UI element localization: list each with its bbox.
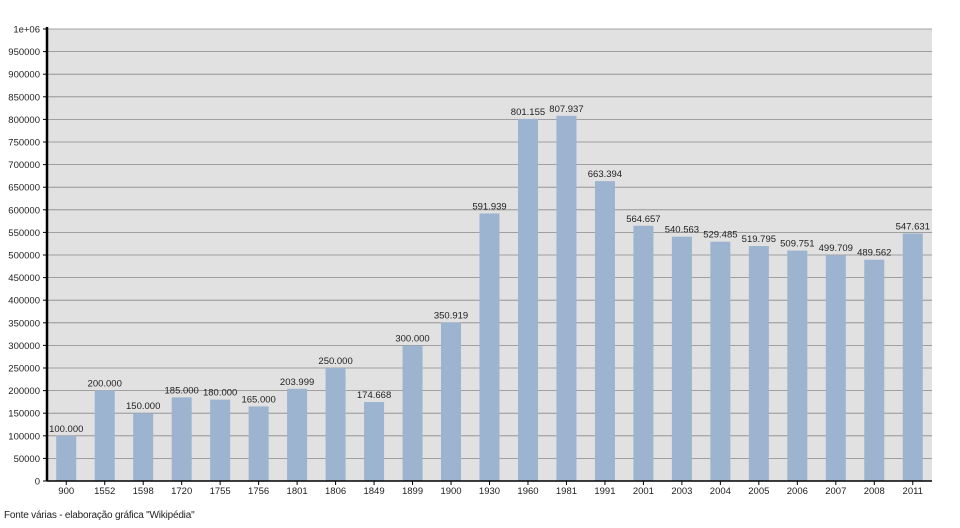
bar	[825, 255, 846, 481]
x-tick-label: 2003	[671, 486, 692, 497]
bar	[594, 181, 615, 481]
bar	[710, 241, 731, 481]
y-axis-ticks: 0 50000 100000 150000 200000 250000 300000 3500…	[8, 25, 47, 488]
x-tick-label: 1849	[363, 486, 384, 497]
bar	[94, 390, 115, 481]
y-tick-label: 150000	[8, 409, 40, 420]
x-tick-label: 2005	[748, 486, 769, 497]
data-label: 350.919	[434, 310, 468, 321]
data-label: 807.937	[549, 104, 583, 115]
x-tick-label: 1801	[287, 486, 308, 497]
data-label: 165.000	[241, 394, 275, 405]
y-tick-label: 900000	[8, 70, 40, 81]
y-tick-label: 100000	[8, 431, 40, 442]
data-label: 663.394	[588, 169, 622, 180]
y-tick-label: 600000	[8, 205, 40, 216]
bars	[56, 115, 923, 482]
x-tick-label: 1899	[402, 486, 423, 497]
x-tick-label: 1756	[248, 486, 269, 497]
x-tick-label: 2001	[633, 486, 654, 497]
bar	[248, 406, 269, 481]
x-tick-label: 1720	[171, 486, 192, 497]
x-tick-label: 2007	[825, 486, 846, 497]
bar	[133, 413, 154, 481]
y-tick-label: 850000	[8, 92, 40, 103]
bar	[325, 368, 346, 481]
y-tick-label: 950000	[8, 47, 40, 58]
x-tick-label: 1930	[479, 486, 500, 497]
data-label: 203.999	[280, 377, 314, 388]
y-tick-label: 800000	[8, 115, 40, 126]
data-label: 499.709	[819, 243, 853, 254]
axes	[45, 27, 932, 482]
x-tick-label: 900	[58, 486, 74, 497]
y-tick-label: 300000	[8, 341, 40, 352]
data-label: 150.000	[126, 401, 160, 412]
bar	[671, 236, 692, 481]
bar	[402, 345, 423, 481]
y-tick-label: 200000	[8, 386, 40, 397]
y-tick-label: 500000	[8, 251, 40, 262]
data-label: 174.668	[357, 390, 391, 401]
source-note: Fonte várias - elaboração gráfica "Wikip…	[4, 510, 195, 521]
y-tick-label: 450000	[8, 273, 40, 284]
bar	[364, 402, 385, 481]
data-label: 300.000	[395, 333, 429, 344]
x-tick-label: 1900	[440, 486, 461, 497]
x-tick-label: 2008	[864, 486, 885, 497]
bar	[556, 115, 577, 482]
x-tick-label: 1991	[594, 486, 615, 497]
bar	[287, 388, 308, 481]
data-label: 250.000	[318, 356, 352, 367]
y-tick-label: 750000	[8, 138, 40, 149]
data-label: 180.000	[203, 388, 237, 399]
bar	[171, 397, 192, 481]
x-tick-label: 1598	[133, 486, 154, 497]
y-tick-label: 1e+06	[13, 25, 40, 36]
y-tick-label: 350000	[8, 318, 40, 329]
x-tick-label: 1981	[556, 486, 577, 497]
data-label: 509.751	[780, 239, 814, 250]
bar	[517, 118, 538, 482]
data-label: 540.563	[665, 225, 699, 236]
x-tick-label: 2004	[710, 486, 731, 497]
x-axis-ticks: 900 1552 1598 1720 1755 1756 1801 1806 1849 1899 1…	[58, 481, 923, 497]
data-labels: 100.000 200.000 150.000 185.000 180.000 165.0…	[49, 104, 930, 435]
x-tick-label: 2011	[903, 486, 923, 497]
y-tick-label: 0	[35, 477, 40, 488]
data-label: 801.155	[511, 107, 545, 118]
bar	[56, 435, 77, 481]
x-tick-label: 1755	[210, 486, 231, 497]
x-tick-label: 2006	[787, 486, 808, 497]
bar	[787, 250, 808, 481]
bar	[864, 259, 885, 481]
data-label: 185.000	[165, 385, 199, 396]
data-label: 519.795	[742, 234, 776, 245]
x-tick-label: 1806	[325, 486, 346, 497]
data-label: 529.485	[703, 230, 737, 241]
data-label: 200.000	[88, 379, 122, 390]
bar	[441, 322, 462, 481]
data-label: 547.631	[896, 221, 930, 232]
bar	[479, 213, 500, 481]
bar	[748, 246, 769, 481]
data-label: 100.000	[49, 424, 83, 435]
bar	[210, 399, 231, 481]
y-tick-label: 650000	[8, 183, 40, 194]
y-tick-label: 50000	[14, 454, 40, 465]
x-tick-label: 1960	[517, 486, 538, 497]
x-tick-label: 1552	[94, 486, 115, 497]
y-tick-label: 550000	[8, 228, 40, 239]
y-tick-label: 250000	[8, 364, 40, 375]
data-label: 564.657	[626, 214, 660, 225]
data-label: 489.562	[857, 248, 891, 259]
bar	[902, 233, 923, 481]
y-tick-label: 400000	[8, 296, 40, 307]
y-tick-label: 700000	[8, 160, 40, 171]
bar	[633, 225, 654, 481]
data-label: 591.939	[472, 201, 506, 212]
